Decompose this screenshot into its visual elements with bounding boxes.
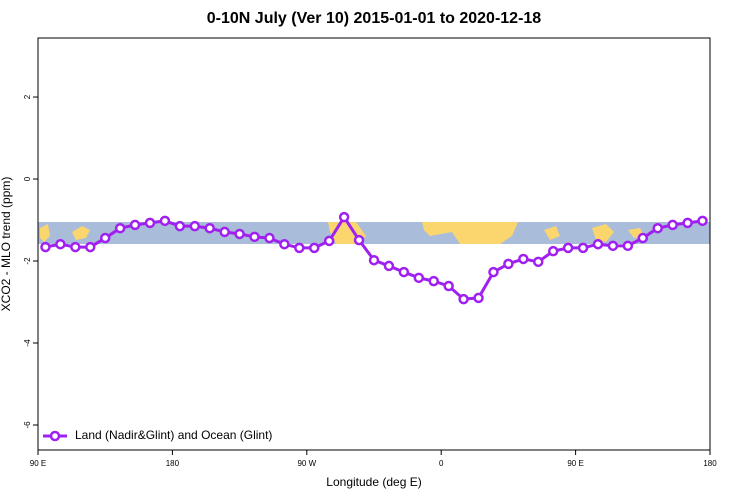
data-point xyxy=(338,211,350,223)
data-point xyxy=(533,256,544,268)
y-tick-label: -6 xyxy=(23,421,32,429)
data-point xyxy=(562,242,574,254)
y-tick-label: -2 xyxy=(23,257,32,265)
data-point xyxy=(458,293,469,305)
data-point xyxy=(114,222,126,234)
data-point xyxy=(55,238,66,250)
data-point xyxy=(323,235,335,247)
data-point xyxy=(159,215,171,227)
data-point xyxy=(144,217,156,229)
data-point xyxy=(99,232,111,244)
y-tick-label: 0 xyxy=(23,176,32,181)
land xyxy=(72,226,90,240)
x-tick-label: 90 E xyxy=(567,459,583,468)
data-point xyxy=(428,275,439,287)
data-point xyxy=(353,234,365,246)
x-tick-label: 180 xyxy=(166,459,180,468)
data-point xyxy=(189,220,201,232)
data-point xyxy=(607,240,619,252)
data-point xyxy=(264,232,275,244)
data-point xyxy=(204,222,215,234)
data-point xyxy=(443,280,454,292)
data-point xyxy=(577,242,589,254)
data-point xyxy=(219,226,230,238)
data-point xyxy=(368,254,380,266)
x-tick-label: 90 W xyxy=(297,459,316,468)
data-point xyxy=(652,222,663,234)
data-point xyxy=(294,242,305,254)
data-point xyxy=(129,219,141,231)
data-point xyxy=(547,245,559,257)
land xyxy=(544,226,560,240)
data-point xyxy=(309,242,320,254)
land xyxy=(592,224,614,242)
x-axis-label: Longitude (deg E) xyxy=(326,475,421,489)
data-point xyxy=(473,292,484,304)
data-point xyxy=(70,241,81,253)
x-tick-label: 180 xyxy=(703,459,717,468)
data-point xyxy=(85,241,96,253)
y-axis-label: XCO2 - MLO trend (ppm) xyxy=(0,177,13,312)
data-point xyxy=(667,219,678,231)
data-point xyxy=(279,238,290,250)
data-point xyxy=(40,241,51,253)
y-tick-label: -4 xyxy=(23,339,32,347)
chart-title: 0-10N July (Ver 10) 2015-01-01 to 2020-1… xyxy=(207,10,542,27)
legend-marker xyxy=(49,430,61,442)
data-point xyxy=(682,217,693,229)
data-point xyxy=(518,253,529,265)
land xyxy=(40,224,50,242)
data-point xyxy=(622,240,634,252)
data-point xyxy=(488,266,499,278)
data-point xyxy=(697,215,708,227)
x-tick-label: 0 xyxy=(439,459,444,468)
data-point xyxy=(398,266,410,278)
data-point xyxy=(413,272,425,284)
land xyxy=(422,222,518,244)
data-point xyxy=(503,258,514,270)
data-point xyxy=(592,238,604,250)
y-tick-label: 2 xyxy=(23,94,32,99)
data-point xyxy=(174,220,186,232)
plot-frame xyxy=(37,37,711,451)
data-point xyxy=(234,228,245,240)
data-point xyxy=(383,260,395,272)
x-tick-label: 90 E xyxy=(30,459,46,468)
data-point xyxy=(249,231,260,243)
legend-label: Land (Nadir&Glint) and Ocean (Glint) xyxy=(75,428,272,442)
data-point xyxy=(637,232,649,244)
